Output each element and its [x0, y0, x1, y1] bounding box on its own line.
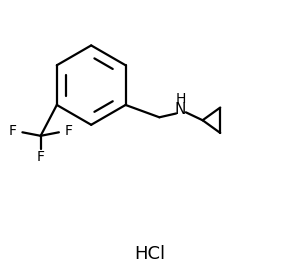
Text: F: F — [9, 124, 17, 138]
Text: N: N — [175, 102, 186, 117]
Text: H: H — [176, 92, 186, 106]
Text: F: F — [64, 124, 73, 138]
Text: F: F — [37, 150, 45, 164]
Text: HCl: HCl — [134, 245, 166, 263]
